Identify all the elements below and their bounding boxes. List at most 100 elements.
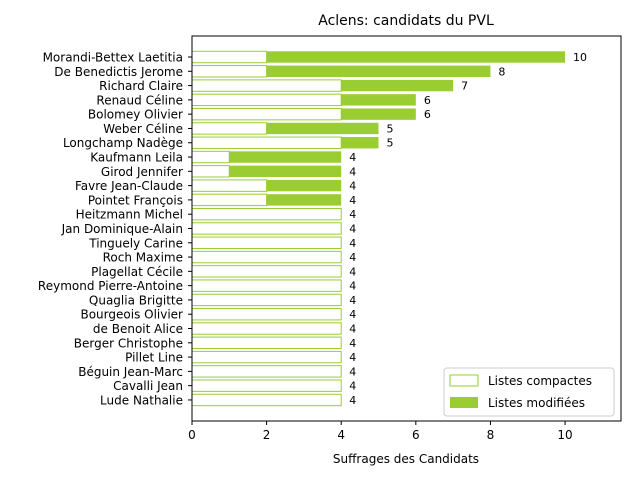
data-label-total: 4 (349, 308, 356, 321)
bar-compactes (191, 336, 342, 350)
bar-modifiees (266, 65, 491, 77)
y-tick-label: Heitzmann Michel (76, 208, 183, 222)
y-tick-label: Roch Maxime (103, 251, 183, 265)
plot-frame (191, 35, 622, 422)
data-label-total: 4 (349, 394, 356, 407)
y-tick-label: Tinguely Carine (88, 236, 183, 250)
data-label-total: 7 (461, 80, 468, 93)
bar-modifiees (341, 79, 454, 92)
bar-modifiees (266, 122, 379, 135)
bar-compactes (191, 107, 342, 121)
y-tick-label: Plagellat Cécile (91, 265, 183, 279)
data-label-total: 4 (349, 323, 356, 336)
data-label-total: 4 (349, 280, 356, 293)
data-label-total: 10 (573, 51, 587, 64)
data-label-total: 6 (424, 94, 431, 107)
y-tick-label: Favre Jean-Claude (75, 179, 183, 193)
bar-modifiees (266, 51, 566, 63)
y-tick-label: Jan Dominique-Alain (61, 222, 183, 236)
y-tick-label: Bolomey Olivier (88, 108, 183, 122)
x-tick-label: 4 (337, 428, 345, 442)
legend-frame (443, 367, 615, 417)
bar-compactes (191, 279, 342, 292)
bar-compactes (191, 165, 230, 178)
data-label-total: 4 (349, 165, 356, 178)
bar-compactes (191, 250, 342, 264)
data-label-total: 5 (387, 122, 394, 135)
bar-compactes (191, 222, 342, 235)
legend-swatch-compactes (449, 374, 479, 387)
bar-modifiees (229, 151, 342, 163)
y-tick-label: Berger Christophe (74, 336, 183, 350)
y-tick-label: Pointet François (88, 193, 183, 207)
bar-compactes (191, 379, 342, 392)
bar-compactes (191, 150, 230, 164)
data-label-total: 4 (349, 351, 356, 364)
y-tick-label: Béguin Jean-Marc (78, 365, 183, 379)
bar-compactes (191, 365, 342, 378)
bar-modifiees (266, 194, 342, 206)
y-tick-label: Girod Jennifer (101, 165, 183, 179)
bar-compactes (191, 265, 342, 278)
bar-compactes (191, 236, 342, 249)
y-tick-label: Quaglia Brigitte (89, 293, 183, 307)
data-label-total: 4 (349, 222, 356, 235)
bar-compactes (191, 179, 268, 192)
bar-modifiees (341, 108, 416, 120)
data-label-total: 5 (387, 137, 394, 150)
data-label-total: 4 (349, 251, 356, 264)
bar-compactes (191, 65, 268, 78)
x-tick-label: 10 (557, 428, 572, 442)
bar-compactes (191, 79, 342, 92)
bar-compactes (191, 193, 268, 207)
bar-compactes (191, 207, 342, 221)
y-tick-label: Kaufmann Leila (90, 151, 183, 165)
legend-swatch-modifiees (450, 397, 478, 408)
data-label-total: 4 (349, 294, 356, 307)
y-tick-label: Morandi-Bettex Laetitia (43, 51, 183, 65)
y-tick-label: de Benoit Alice (93, 322, 183, 336)
data-label-total: 4 (349, 194, 356, 207)
bar-compactes (191, 93, 342, 107)
y-tick-label: Renaud Céline (96, 93, 183, 107)
bar-modifiees (341, 94, 416, 106)
y-tick-label: Longchamp Nadège (63, 136, 183, 150)
x-axis-label: Suffrages des Candidats (333, 452, 479, 466)
y-tick-label: Lude Nathalie (100, 393, 183, 407)
y-tick-label: De Benedictis Jerome (54, 65, 183, 79)
x-tick-label: 6 (412, 428, 420, 442)
bar-modifiees (341, 137, 379, 149)
bar-compactes (191, 308, 342, 321)
x-tick-label: 8 (487, 428, 495, 442)
y-tick-label: Reymond Pierre-Antoine (38, 279, 183, 293)
data-label-total: 4 (349, 151, 356, 164)
data-label-total: 4 (349, 237, 356, 250)
bar-compactes (191, 122, 268, 135)
legend-label-modifiees: Listes modifiées (488, 396, 585, 410)
legend: Listes compactes Listes modifiées (443, 367, 615, 417)
bar-compactes (191, 136, 342, 149)
bar-compactes (191, 293, 342, 307)
data-label-total: 4 (349, 208, 356, 221)
bar-compactes (191, 393, 342, 407)
legend-label-compactes: Listes compactes (488, 374, 592, 388)
x-tick-label: 0 (188, 428, 196, 442)
y-tick-label: Weber Céline (103, 122, 183, 136)
y-tick-label: Bourgeois Olivier (80, 308, 183, 322)
bar-modifiees (266, 179, 342, 192)
chart-title: Aclens: candidats du PVL (318, 13, 494, 29)
y-tick-label: Pillet Line (125, 351, 183, 365)
bar-compactes (191, 322, 342, 335)
bar-compactes (191, 50, 268, 64)
y-tick-label: Richard Claire (99, 79, 183, 93)
data-label-total: 6 (424, 108, 431, 121)
data-label-total: 4 (349, 380, 356, 393)
y-tick-label: Cavalli Jean (113, 379, 183, 393)
bar-compactes (191, 350, 342, 364)
data-label-total: 4 (349, 180, 356, 193)
data-label-total: 4 (349, 265, 356, 278)
